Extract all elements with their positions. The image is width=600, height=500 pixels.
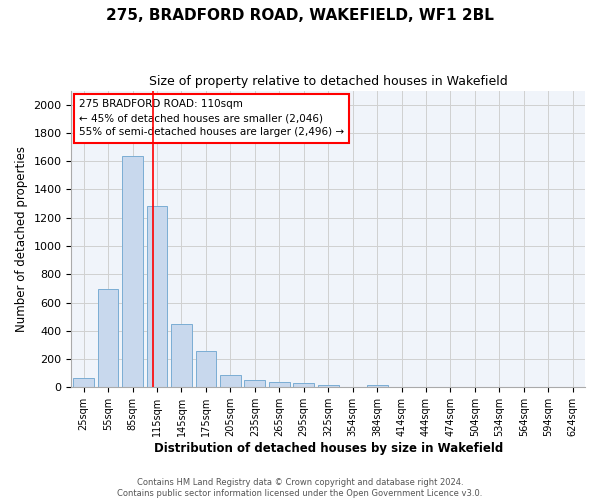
Bar bbox=[220, 374, 241, 388]
Bar bbox=[171, 324, 192, 388]
Bar bbox=[367, 385, 388, 388]
Bar bbox=[73, 378, 94, 388]
Bar bbox=[269, 382, 290, 388]
Y-axis label: Number of detached properties: Number of detached properties bbox=[15, 146, 28, 332]
Bar bbox=[318, 385, 338, 388]
Bar bbox=[244, 380, 265, 388]
Text: 275 BRADFORD ROAD: 110sqm
← 45% of detached houses are smaller (2,046)
55% of se: 275 BRADFORD ROAD: 110sqm ← 45% of detac… bbox=[79, 100, 344, 138]
Text: 275, BRADFORD ROAD, WAKEFIELD, WF1 2BL: 275, BRADFORD ROAD, WAKEFIELD, WF1 2BL bbox=[106, 8, 494, 22]
Bar bbox=[293, 384, 314, 388]
Bar bbox=[196, 352, 217, 388]
Bar bbox=[98, 289, 118, 388]
Title: Size of property relative to detached houses in Wakefield: Size of property relative to detached ho… bbox=[149, 75, 508, 88]
Bar bbox=[122, 156, 143, 388]
X-axis label: Distribution of detached houses by size in Wakefield: Distribution of detached houses by size … bbox=[154, 442, 503, 455]
Text: Contains HM Land Registry data © Crown copyright and database right 2024.
Contai: Contains HM Land Registry data © Crown c… bbox=[118, 478, 482, 498]
Bar bbox=[146, 206, 167, 388]
